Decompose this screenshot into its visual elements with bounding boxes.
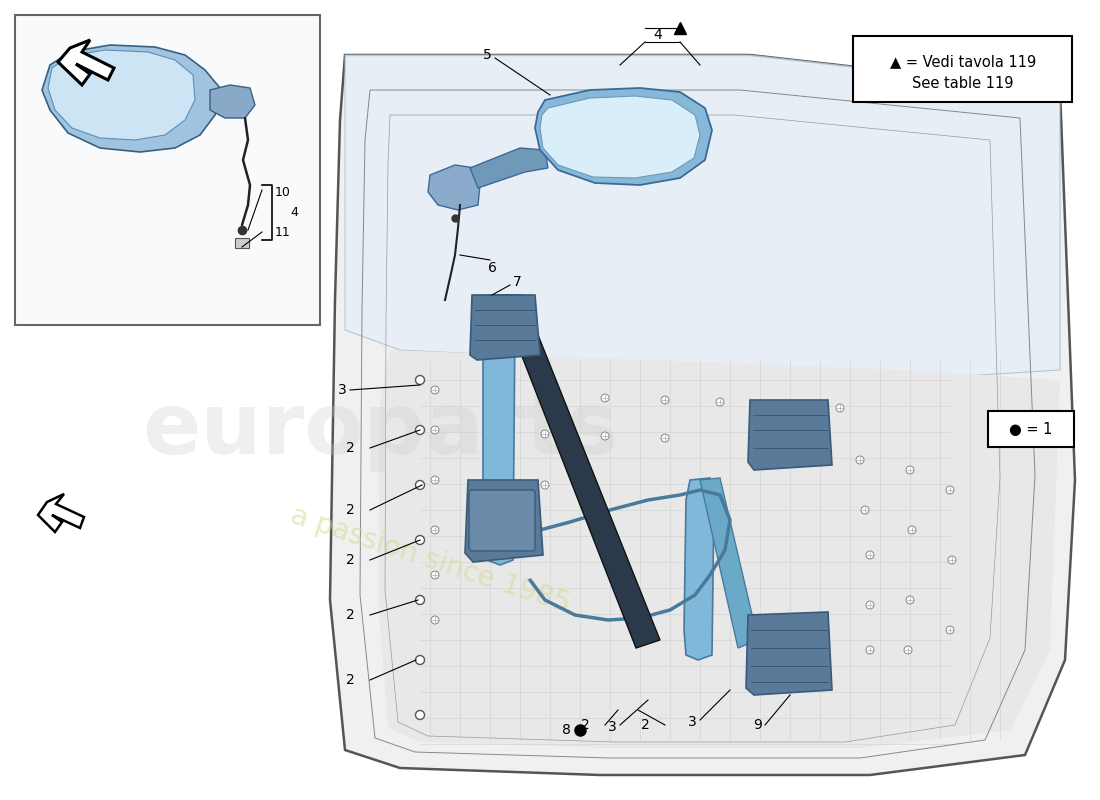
Text: 8: 8 bbox=[562, 723, 571, 737]
Circle shape bbox=[486, 386, 494, 394]
Text: 4: 4 bbox=[653, 28, 662, 42]
Polygon shape bbox=[470, 148, 548, 188]
Text: 2: 2 bbox=[641, 718, 650, 732]
Polygon shape bbox=[58, 40, 114, 85]
Text: 3: 3 bbox=[689, 715, 697, 729]
Circle shape bbox=[416, 710, 425, 719]
Text: 9: 9 bbox=[754, 718, 762, 732]
Circle shape bbox=[908, 526, 916, 534]
FancyBboxPatch shape bbox=[469, 490, 535, 551]
Polygon shape bbox=[498, 295, 660, 648]
Polygon shape bbox=[535, 88, 712, 185]
Circle shape bbox=[416, 655, 425, 665]
Text: 10: 10 bbox=[275, 186, 290, 198]
Polygon shape bbox=[42, 45, 220, 152]
Polygon shape bbox=[483, 295, 515, 565]
Polygon shape bbox=[748, 400, 832, 470]
Text: a passion since 1985: a passion since 1985 bbox=[287, 502, 573, 618]
Text: 5: 5 bbox=[483, 48, 492, 62]
Text: 7: 7 bbox=[513, 275, 521, 289]
Circle shape bbox=[431, 476, 439, 484]
Circle shape bbox=[906, 466, 914, 474]
Circle shape bbox=[946, 626, 954, 634]
Circle shape bbox=[948, 556, 956, 564]
Text: 11: 11 bbox=[275, 226, 290, 238]
Circle shape bbox=[866, 551, 874, 559]
Text: 2: 2 bbox=[346, 553, 355, 567]
Circle shape bbox=[431, 386, 439, 394]
Circle shape bbox=[661, 434, 669, 442]
Polygon shape bbox=[345, 55, 1060, 380]
Circle shape bbox=[866, 601, 874, 609]
Circle shape bbox=[541, 391, 549, 399]
Circle shape bbox=[716, 398, 724, 406]
Circle shape bbox=[661, 396, 669, 404]
FancyBboxPatch shape bbox=[988, 411, 1074, 447]
Polygon shape bbox=[746, 612, 832, 695]
Circle shape bbox=[904, 646, 912, 654]
Text: 2: 2 bbox=[346, 608, 355, 622]
Polygon shape bbox=[39, 494, 84, 532]
Circle shape bbox=[416, 535, 425, 545]
Circle shape bbox=[431, 571, 439, 579]
Text: 3: 3 bbox=[608, 720, 617, 734]
Circle shape bbox=[416, 481, 425, 490]
Circle shape bbox=[541, 430, 549, 438]
Circle shape bbox=[856, 456, 864, 464]
Text: 2: 2 bbox=[581, 718, 590, 732]
Bar bbox=[15, 15, 320, 325]
Circle shape bbox=[431, 526, 439, 534]
Text: 6: 6 bbox=[488, 261, 497, 275]
Text: 2: 2 bbox=[346, 503, 355, 517]
Circle shape bbox=[431, 426, 439, 434]
Circle shape bbox=[416, 375, 425, 385]
Circle shape bbox=[541, 481, 549, 489]
Circle shape bbox=[486, 529, 494, 537]
Polygon shape bbox=[684, 478, 714, 660]
Text: ▲ = Vedi tavola 119: ▲ = Vedi tavola 119 bbox=[890, 54, 1036, 70]
Text: ● = 1: ● = 1 bbox=[1010, 422, 1053, 438]
Polygon shape bbox=[330, 55, 1075, 775]
Polygon shape bbox=[465, 480, 543, 562]
Circle shape bbox=[416, 595, 425, 605]
Circle shape bbox=[431, 616, 439, 624]
Text: 2: 2 bbox=[346, 673, 355, 687]
Circle shape bbox=[416, 426, 425, 434]
Polygon shape bbox=[378, 350, 1060, 748]
Circle shape bbox=[866, 646, 874, 654]
Polygon shape bbox=[540, 96, 700, 178]
Circle shape bbox=[861, 506, 869, 514]
Text: europarts: europarts bbox=[142, 389, 618, 471]
Circle shape bbox=[601, 432, 609, 440]
FancyBboxPatch shape bbox=[852, 36, 1072, 102]
Polygon shape bbox=[470, 295, 540, 360]
Circle shape bbox=[836, 404, 844, 412]
Polygon shape bbox=[700, 478, 758, 648]
Polygon shape bbox=[48, 50, 195, 140]
Text: 2: 2 bbox=[346, 441, 355, 455]
Circle shape bbox=[601, 394, 609, 402]
Circle shape bbox=[946, 486, 954, 494]
Text: 4: 4 bbox=[290, 206, 298, 218]
Circle shape bbox=[906, 596, 914, 604]
Circle shape bbox=[486, 428, 494, 436]
Text: See table 119: See table 119 bbox=[912, 77, 1014, 91]
Polygon shape bbox=[210, 85, 255, 118]
Circle shape bbox=[776, 401, 784, 409]
Polygon shape bbox=[428, 165, 480, 210]
Bar bbox=[235, 238, 249, 248]
Text: 3: 3 bbox=[339, 383, 346, 397]
Circle shape bbox=[486, 479, 494, 487]
